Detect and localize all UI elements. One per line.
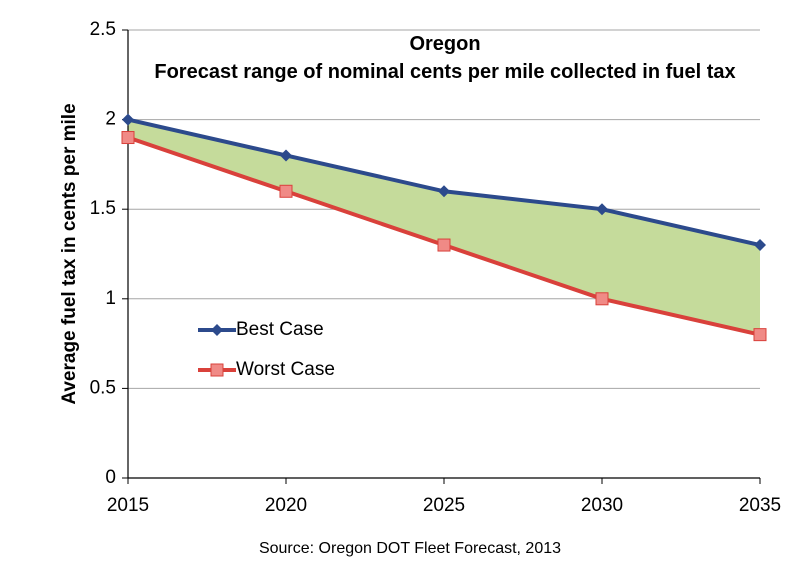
y-axis-label: Average fuel tax in cents per mile (59, 103, 80, 404)
diamond-marker (122, 113, 134, 126)
legend-label: Worst Case (236, 359, 335, 380)
square-marker (121, 131, 135, 145)
y-tick-label: 2.5 (90, 19, 116, 40)
diamond-marker (596, 203, 608, 216)
square-marker (279, 184, 293, 198)
source-note: Source: Oregon DOT Fleet Forecast, 2013 (259, 540, 561, 557)
y-tick-label: 2 (105, 109, 116, 130)
diamond-marker (438, 185, 450, 198)
square-marker (437, 238, 451, 252)
x-tick-label: 2035 (739, 495, 781, 516)
y-tick-label: 1 (105, 288, 116, 309)
chart-subtitle: Forecast range of nominal cents per mile… (154, 61, 736, 83)
x-tick-label: 2020 (265, 495, 307, 516)
legend-label: Best Case (236, 319, 324, 340)
square-marker (210, 363, 224, 377)
chart-title: Oregon (409, 33, 481, 55)
title-block: Oregon Forecast range of nominal cents p… (140, 30, 750, 86)
diamond-marker (754, 239, 766, 252)
y-tick-label: 1.5 (90, 198, 116, 219)
x-tick-label: 2025 (423, 495, 465, 516)
x-tick-label: 2015 (107, 495, 149, 516)
diamond-marker (211, 324, 223, 336)
y-tick-label: 0.5 (90, 377, 116, 398)
square-marker (753, 328, 767, 342)
diamond-marker (280, 149, 292, 162)
x-tick-label: 2030 (581, 495, 623, 516)
square-marker (595, 292, 609, 306)
range-area (128, 119, 760, 335)
background-layer (128, 29, 760, 479)
y-tick-label: 0 (105, 467, 116, 488)
